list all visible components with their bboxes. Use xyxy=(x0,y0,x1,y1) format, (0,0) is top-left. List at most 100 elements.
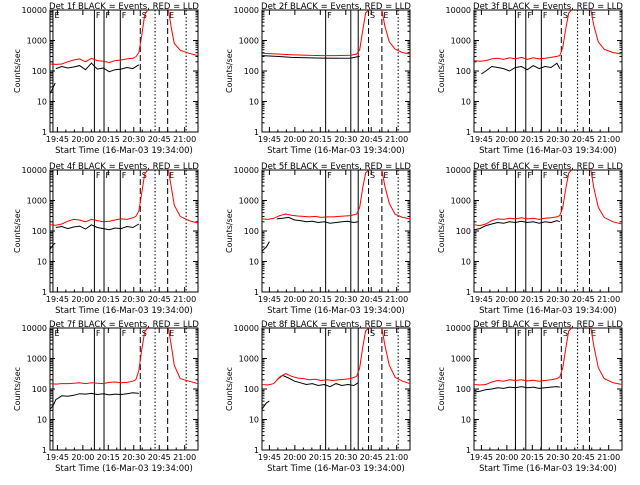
x-tick-label: 20:15 xyxy=(521,453,544,462)
panel-6: 1 10 100 1000 10000 19:45 20:00 20:15 20:30 20:45… xyxy=(437,162,623,316)
x-tick-label: 20:45 xyxy=(360,453,383,462)
events-series-line xyxy=(49,392,139,410)
y-tick-label: 100 xyxy=(456,385,471,394)
x-tick-label: 20:30 xyxy=(122,135,145,144)
y-tick-label: 1000 xyxy=(451,197,471,206)
lld-series-line xyxy=(590,9,623,55)
events-series-line xyxy=(49,242,56,250)
event-marker-label: F xyxy=(517,329,522,338)
x-tick-label: 19:45 xyxy=(258,295,281,304)
event-marker-label: F xyxy=(96,329,101,338)
y-tick-label: 100 xyxy=(244,67,259,76)
events-series-line xyxy=(261,55,360,59)
x-tick-label: 20:15 xyxy=(309,135,332,144)
y-tick-label: 10000 xyxy=(446,6,471,15)
y-tick-label: 1000 xyxy=(27,197,47,206)
panel-title: Det 3f BLACK = Events, RED = LLD xyxy=(473,2,623,12)
y-axis-label: Counts/sec xyxy=(225,367,234,411)
events-series-line xyxy=(481,62,561,75)
x-tick-label: 20:00 xyxy=(283,135,306,144)
event-marker-label: F xyxy=(122,11,127,20)
panel-1: 1 10 100 1000 10000 19:45 20:00 20:15 20:30 20:45… xyxy=(13,2,199,156)
y-tick-label: 10 xyxy=(249,98,259,107)
x-tick-label: 19:45 xyxy=(46,135,69,144)
event-marker-label: F xyxy=(106,11,111,20)
x-tick-label: 19:45 xyxy=(470,295,493,304)
panel-3: 1 10 100 1000 10000 19:45 20:00 20:15 20:30 20:45… xyxy=(437,2,623,156)
x-tick-label: 21:00 xyxy=(597,135,620,144)
event-marker-label: E xyxy=(383,171,388,180)
y-axis-label: Counts/sec xyxy=(225,49,234,93)
events-series-line xyxy=(473,220,560,231)
y-tick-label: 100 xyxy=(244,385,259,394)
event-marker-label: F xyxy=(106,171,111,180)
lld-series-line xyxy=(381,9,411,55)
events-series-line xyxy=(473,386,560,393)
lld-series-line xyxy=(381,169,411,220)
event-marker-label: F xyxy=(517,11,522,20)
x-tick-label: 20:15 xyxy=(521,135,544,144)
x-tick-label: 20:30 xyxy=(546,453,569,462)
y-axis-label: Counts/sec xyxy=(13,49,22,93)
x-tick-label: 20:30 xyxy=(334,453,357,462)
x-axis-label: Start Time (16-Mar-03 19:34:00) xyxy=(55,464,193,474)
y-tick-label: 10 xyxy=(461,98,471,107)
event-marker-label: F xyxy=(517,171,522,180)
y-tick-label: 1000 xyxy=(451,37,471,46)
y-axis-label: Counts/sec xyxy=(437,209,446,253)
event-marker-label: S xyxy=(563,329,568,338)
plot-frame xyxy=(473,169,623,293)
lld-series-line xyxy=(261,169,369,220)
y-tick-label: 100 xyxy=(32,385,47,394)
x-tick-label: 20:00 xyxy=(283,453,306,462)
events-series-line xyxy=(55,62,140,73)
y-tick-label: 1000 xyxy=(239,355,259,364)
panel-7: 1 10 100 1000 10000 19:45 20:00 20:15 20:30 20:45… xyxy=(13,320,199,474)
event-marker-label: S xyxy=(370,171,375,180)
event-marker-label: E xyxy=(54,11,59,20)
lld-series-line xyxy=(590,327,623,385)
events-series-line xyxy=(261,400,270,410)
events-series-line xyxy=(473,79,478,83)
x-tick-label: 20:30 xyxy=(334,135,357,144)
plot-frame xyxy=(473,9,623,133)
y-tick-label: 10 xyxy=(37,98,47,107)
event-marker-label: F xyxy=(543,329,548,338)
x-tick-label: 21:00 xyxy=(385,453,408,462)
event-marker-label: E xyxy=(169,171,174,180)
events-series-line xyxy=(49,82,56,94)
plot-frame xyxy=(49,9,199,133)
x-tick-label: 21:00 xyxy=(597,295,620,304)
lld-series-line xyxy=(167,9,199,57)
panel-title: Det 7f BLACK = Events, RED = LLD xyxy=(49,320,199,330)
event-marker-label: F xyxy=(327,329,332,338)
lld-series-line xyxy=(261,9,369,57)
lld-series-line xyxy=(167,327,199,385)
panel-4: 1 10 100 1000 10000 19:45 20:00 20:15 20:30 20:45… xyxy=(13,162,199,316)
y-tick-label: 1 xyxy=(42,446,47,455)
y-tick-label: 1 xyxy=(42,128,47,137)
x-tick-label: 20:30 xyxy=(546,135,569,144)
x-axis-label: Start Time (16-Mar-03 19:34:00) xyxy=(479,464,617,474)
y-tick-label: 1 xyxy=(254,128,259,137)
x-tick-label: 19:45 xyxy=(46,295,69,304)
x-tick-label: 19:45 xyxy=(470,135,493,144)
event-marker-label: E xyxy=(383,329,388,338)
plot-frame xyxy=(261,327,411,451)
lld-series-line xyxy=(167,169,199,224)
x-tick-label: 20:45 xyxy=(360,295,383,304)
y-axis-label: Counts/sec xyxy=(13,209,22,253)
panel-title: Det 4f BLACK = Events, RED = LLD xyxy=(49,162,199,172)
event-marker-label: E xyxy=(591,329,596,338)
event-marker-label: E xyxy=(169,11,174,20)
y-tick-label: 100 xyxy=(456,227,471,236)
x-tick-label: 20:45 xyxy=(360,135,383,144)
events-series-line xyxy=(55,223,140,231)
y-tick-label: 1000 xyxy=(27,37,47,46)
x-tick-label: 20:45 xyxy=(148,453,171,462)
lld-series-line xyxy=(473,327,573,386)
panel-title: Det 8f BLACK = Events, RED = LLD xyxy=(261,320,411,330)
y-tick-label: 1 xyxy=(466,288,471,297)
lld-series-line xyxy=(49,9,149,65)
